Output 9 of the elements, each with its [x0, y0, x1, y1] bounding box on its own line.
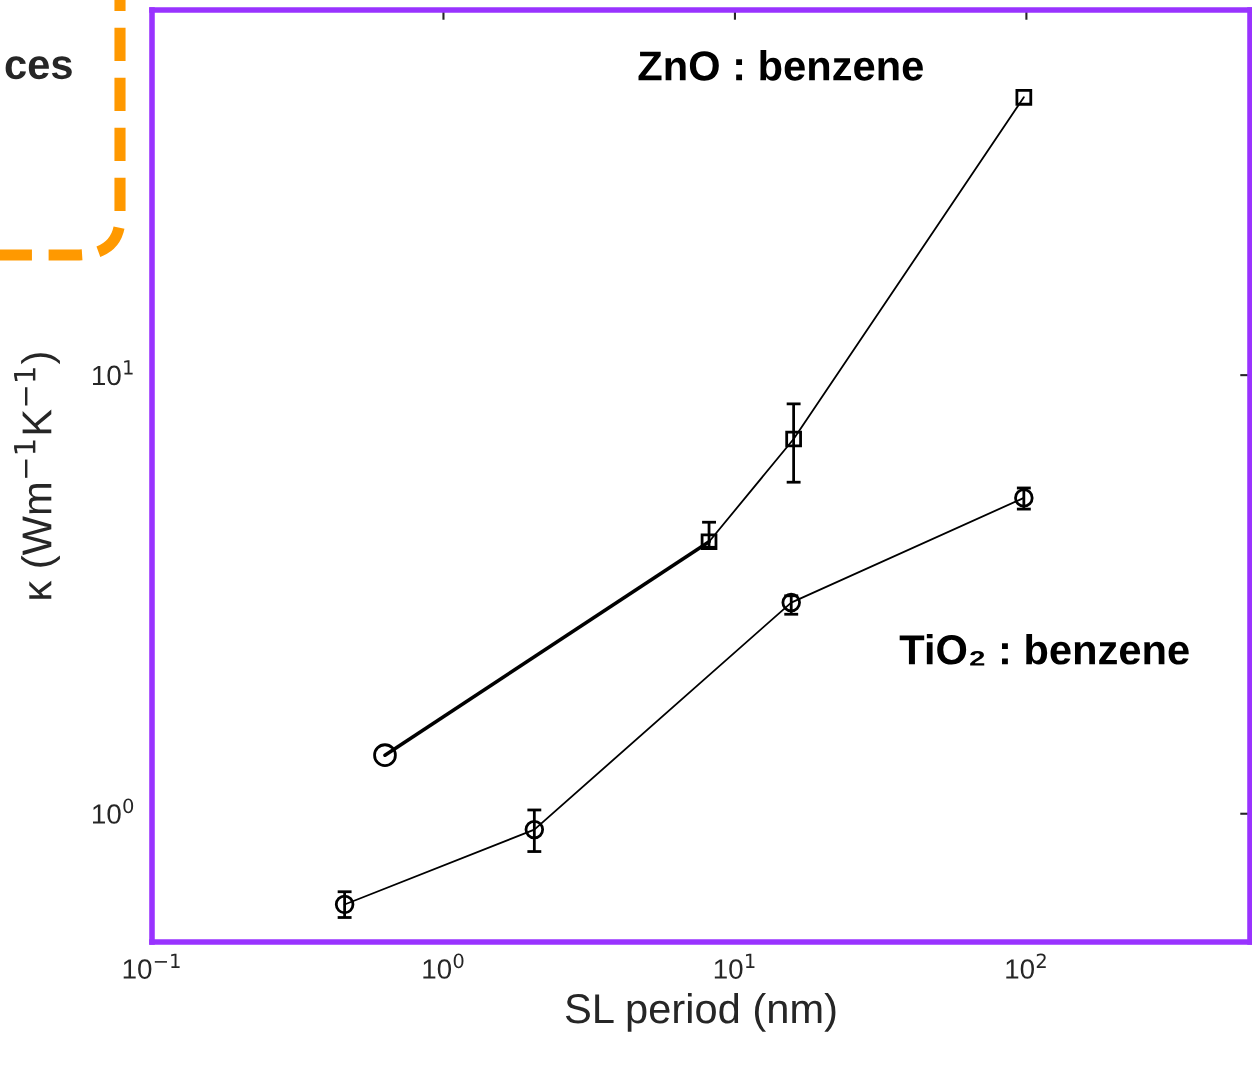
text: ces	[5, 56, 72, 80]
series-label: TiO₂ : benzene	[899, 634, 1189, 666]
x-tick-label: 10$^{2}$	[1006, 953, 1046, 979]
y-axis-title: κ (Wm$^{−1}$K$^{−1}$)	[14, 353, 60, 599]
x-tick-label: 10$^{−1}$	[123, 953, 180, 979]
x-tick-label: 10$^{0}$	[423, 953, 464, 979]
x-axis-title: SL period (nm)	[565, 992, 836, 1032]
x-tick-label: 10$^{1}$	[714, 953, 755, 979]
text: ZnO : benzene	[638, 50, 923, 81]
